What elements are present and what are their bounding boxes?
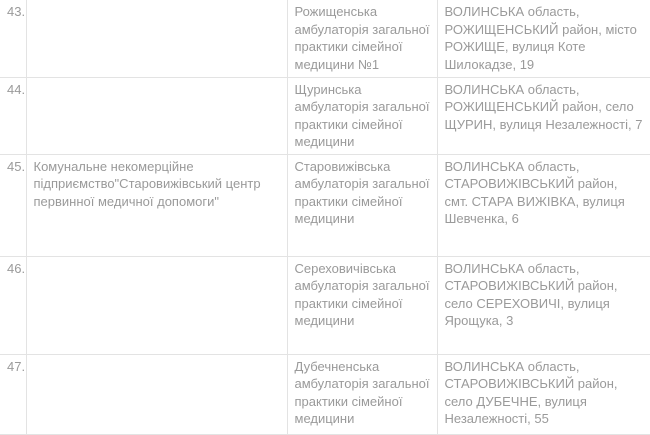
organization-cell <box>25 0 288 78</box>
organization-cell <box>25 255 288 355</box>
facility-name-cell: Щуринська амбулаторія загальної практики… <box>286 76 438 155</box>
row-number: 44. <box>0 76 27 155</box>
table-row: 44. Щуринська амбулаторія загальної прак… <box>0 76 650 155</box>
address-cell: ВОЛИНСЬКА область, СТАРОВИЖІВСЬКИЙ район… <box>436 153 650 257</box>
organization-cell <box>25 353 288 435</box>
row-number: 46. <box>0 255 27 355</box>
table-row: 46. Сереховичівська амбулаторія загально… <box>0 255 650 355</box>
row-number: 47. <box>0 353 27 435</box>
facility-name-cell: Старовижівська амбулаторія загальної пра… <box>286 153 438 257</box>
address-cell: ВОЛИНСЬКА область, РОЖИЩЕНСЬКИЙ район, м… <box>436 0 650 78</box>
address-cell: ВОЛИНСЬКА область, РОЖИЩЕНСЬКИЙ район, с… <box>436 76 650 155</box>
organization-cell <box>25 76 288 155</box>
row-number: 45. <box>0 153 27 257</box>
address-cell: ВОЛИНСЬКА область, СТАРОВИЖІВСЬКИЙ район… <box>436 353 650 435</box>
row-number: 43. <box>0 0 27 78</box>
facility-name-cell: Рожищенська амбулаторія загальної практи… <box>286 0 438 78</box>
facility-name-cell: Дубечненська амбулаторія загальної практ… <box>286 353 438 435</box>
table-row: 43. Рожищенська амбулаторія загальної пр… <box>0 0 650 78</box>
table-row: 45. Комунальне некомерційне підприємство… <box>0 153 650 257</box>
address-cell: ВОЛИНСЬКА область, СТАРОВИЖІВСЬКИЙ район… <box>436 255 650 355</box>
organization-cell: Комунальне некомерційне підприємство"Ста… <box>25 153 288 257</box>
facility-name-cell: Сереховичівська амбулаторія загальної пр… <box>286 255 438 355</box>
table-row: 47. Дубечненська амбулаторія загальної п… <box>0 353 650 435</box>
